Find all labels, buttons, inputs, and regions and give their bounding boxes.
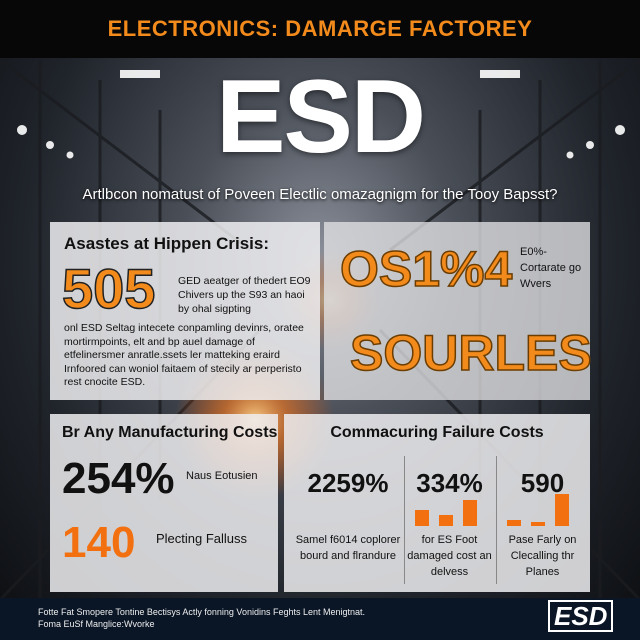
- bar: [439, 515, 453, 526]
- subtitle: Artlbcon nomatust of Poveen Electlic oma…: [82, 186, 558, 203]
- big-title: ESD: [216, 59, 426, 175]
- failure-label: for ES Foot damaged cost an delvess: [407, 534, 492, 578]
- manufacturing-stat1-value: 254%: [62, 454, 175, 503]
- crisis-description: GED aeatger of thedert EO9 Chivers up th…: [178, 275, 311, 315]
- failure-value: 334%: [416, 468, 483, 498]
- crisis-title: Asastes at Hippen Crisis:: [64, 234, 270, 253]
- bar: [531, 522, 545, 526]
- crisis-body: onl ESD Seltag intecete conpamling devin…: [64, 322, 304, 388]
- failure-value: 590: [520, 468, 565, 498]
- manufacturing-stat2-value: 140: [62, 518, 136, 567]
- footer-bar: [0, 598, 640, 640]
- bar: [555, 494, 569, 526]
- manufacturing-stat1-label: Naus Eotusien: [186, 470, 258, 482]
- esd-logo: ESD: [548, 600, 614, 632]
- stats-word: SOURLES: [349, 324, 592, 382]
- header-bar: [0, 0, 640, 58]
- footer-line: Fotte Fat Smopere Tontine Bectisys Actly…: [38, 607, 366, 617]
- footer-text: Fotte Fat Smopere Tontine Bectisys Actly…: [38, 606, 478, 630]
- manufacturing-stat2-label: Plecting Falluss: [156, 531, 248, 546]
- failure-label: Pase Farly on Clecalling thr Planes: [508, 534, 577, 578]
- failure-label: Samel f6014 coplorer bourd and flrandure: [295, 534, 401, 562]
- bar: [507, 520, 521, 526]
- bar: [415, 510, 429, 526]
- stats-number: OS1%4: [339, 240, 513, 298]
- failure-column: 590 Pase Farly on Clecalling thr Planes: [496, 456, 588, 584]
- stats-panel: OS1%4 E0%- Cortarate go Wvers SOURLES: [324, 222, 592, 400]
- failure-column: 334% for ES Foot damaged cost an delvess: [404, 456, 494, 584]
- bar-group: [507, 494, 579, 526]
- stats-side-label: E0%- Cortarate go Wvers: [520, 246, 582, 290]
- manufacturing-panel: Br Any Manufacturing Costs 254% Naus Eot…: [50, 414, 278, 592]
- footer-line: Foma EuSf Manglice:Wvorke: [38, 619, 155, 629]
- bar: [463, 500, 477, 526]
- failure-column: 2259% Samel f6014 coplorer bourd and flr…: [290, 456, 406, 584]
- crisis-panel: Asastes at Hippen Crisis: 505 GED aeatge…: [50, 222, 320, 400]
- failure-panel: Commacuring Failure Costs 2259% Samel f6…: [284, 414, 590, 592]
- manufacturing-title: Br Any Manufacturing Costs: [62, 424, 278, 441]
- headline: ELECTRONICS: DAMARGE FACTOREY: [107, 16, 533, 41]
- failure-title: Commacuring Failure Costs: [330, 424, 544, 441]
- bar-group: [415, 494, 487, 526]
- crisis-number: 505: [61, 256, 156, 321]
- failure-value: 2259%: [307, 468, 389, 498]
